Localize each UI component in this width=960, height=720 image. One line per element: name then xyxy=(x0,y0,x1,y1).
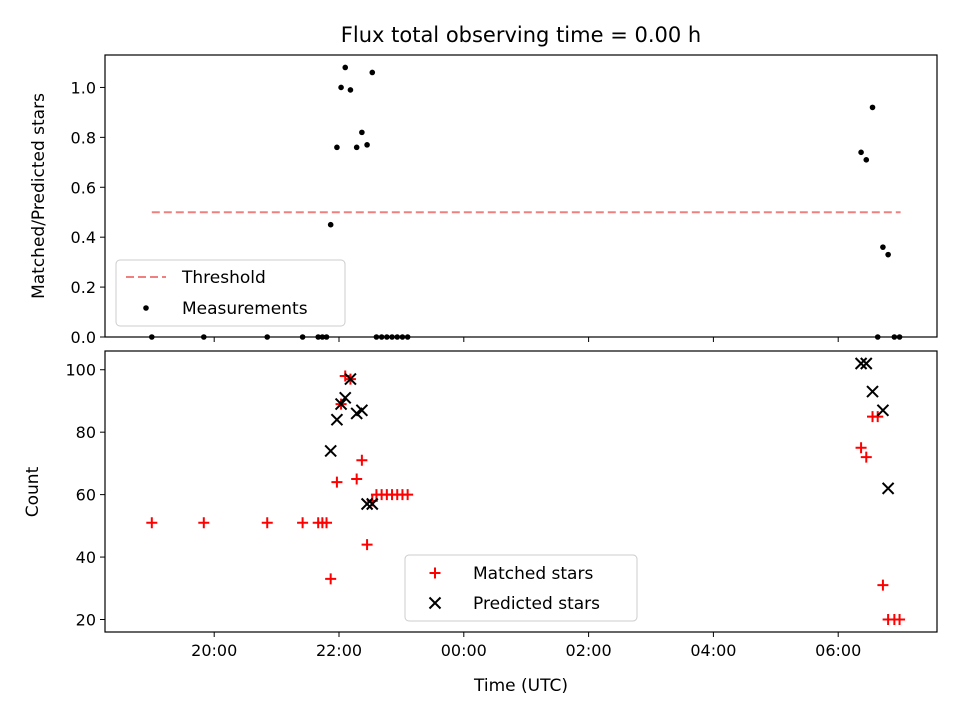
legend-matched-swatch xyxy=(429,567,441,579)
matched-star-point xyxy=(860,451,872,463)
legend-predicted-swatch xyxy=(428,596,442,610)
plot-frame xyxy=(104,54,938,338)
y-tick-label: 60 xyxy=(76,486,96,505)
legend-measurements-label: Measurements xyxy=(182,299,308,319)
measurement-point xyxy=(891,334,898,340)
legend-matched-label: Matched stars xyxy=(473,564,593,584)
matched-star-point xyxy=(198,517,210,529)
predicted-star-point xyxy=(334,397,348,411)
matched-star-point xyxy=(297,517,309,529)
measurement-point xyxy=(201,334,207,340)
matched-star-point xyxy=(894,614,906,626)
y-tick-label: 0.6 xyxy=(71,178,96,197)
measurement-point xyxy=(264,334,271,340)
matched-star-point xyxy=(146,517,158,529)
matched-star-point xyxy=(321,517,333,529)
matched-star-point xyxy=(872,411,884,423)
y-tick-label: 100 xyxy=(65,361,96,380)
measurement-point xyxy=(369,69,376,76)
legend-predicted-label: Predicted stars xyxy=(473,594,600,614)
y-tick-label: 0.4 xyxy=(71,228,96,247)
predicted-star-point xyxy=(366,497,379,511)
measurement-point xyxy=(378,334,385,340)
top-panel: 0.0 0.2 0.4 0.6 0.8 1.0 Threshold Measurements xyxy=(71,54,938,347)
measurement-point xyxy=(319,334,326,340)
predicted-star-point xyxy=(360,497,374,511)
x-tick-label: 04:00 xyxy=(690,641,736,660)
top-y-axis-label: Matched/Predicted stars xyxy=(29,93,49,299)
matched-star-point xyxy=(261,517,273,529)
matched-star-point xyxy=(361,539,373,551)
x-tick-label: 20:00 xyxy=(191,641,237,660)
measurement-point xyxy=(389,334,395,340)
measurement-point xyxy=(858,149,864,156)
measurement-point xyxy=(880,244,886,250)
chart-title: Flux total observing time = 0.00 h xyxy=(341,23,701,47)
x-tick-label: 02:00 xyxy=(566,641,612,660)
measurement-point xyxy=(373,334,380,340)
matched-star-point xyxy=(356,454,368,466)
measurement-point xyxy=(896,334,903,340)
measurement-point xyxy=(338,84,344,91)
y-tick-label: 80 xyxy=(76,423,96,442)
bottom-legend-box xyxy=(404,554,638,622)
predicted-star-point xyxy=(854,357,868,370)
measurement-point xyxy=(315,334,322,340)
predicted-star-point xyxy=(866,385,879,398)
measurement-point xyxy=(353,144,360,151)
measurement-point xyxy=(359,129,365,136)
measurement-point xyxy=(299,334,306,340)
x-tick-label: 00:00 xyxy=(441,641,487,660)
predicted-star-point xyxy=(881,482,895,495)
measurement-point xyxy=(327,221,334,228)
measurement-point xyxy=(394,334,401,340)
measurement-point xyxy=(404,334,411,340)
matched-star-point xyxy=(331,476,343,488)
y-tick-label: 0.0 xyxy=(71,328,96,347)
measurement-point xyxy=(874,334,881,340)
top-legend-box xyxy=(115,259,346,327)
y-tick-label: 40 xyxy=(76,548,96,567)
measurement-point xyxy=(863,157,870,163)
predicted-star-point xyxy=(339,391,352,405)
predicted-star-point xyxy=(324,444,337,458)
measurement-point xyxy=(342,64,349,71)
predicted-star-point xyxy=(876,404,890,417)
measurement-point xyxy=(399,334,406,340)
x-tick-label: 06:00 xyxy=(815,641,861,660)
measurement-point xyxy=(869,104,876,111)
measurement-point xyxy=(885,251,891,258)
predicted-star-point xyxy=(344,372,357,386)
legend-threshold-label: Threshold xyxy=(181,268,266,288)
measurement-point xyxy=(149,334,155,340)
y-tick-label: 1.0 xyxy=(71,78,96,97)
measurement-point xyxy=(347,87,354,93)
bottom-panel: 20:00 22:00 00:00 02:00 04:00 06:00 20 40 60 80 10… xyxy=(65,350,938,660)
matched-star-point xyxy=(402,489,414,501)
legend-measurements-swatch xyxy=(143,305,149,311)
y-tick-label: 0.2 xyxy=(71,278,96,297)
x-axis-label: Time (UTC) xyxy=(473,676,568,696)
predicted-star-point xyxy=(860,357,873,370)
matched-star-point xyxy=(351,473,363,485)
y-tick-label: 0.8 xyxy=(71,128,96,147)
measurement-point xyxy=(334,144,340,151)
measurement-point xyxy=(384,334,390,340)
y-tick-label: 20 xyxy=(76,611,96,630)
bottom-y-axis-label: Count xyxy=(23,466,43,517)
measurement-point xyxy=(364,142,370,148)
matched-star-point xyxy=(325,573,337,585)
measurement-point xyxy=(323,334,330,340)
matched-star-point xyxy=(877,579,889,591)
x-tick-label: 22:00 xyxy=(316,641,362,660)
plot-frame xyxy=(104,350,938,633)
matched-star-point xyxy=(855,442,867,454)
predicted-star-point xyxy=(330,413,344,426)
predicted-star-point xyxy=(355,404,369,417)
